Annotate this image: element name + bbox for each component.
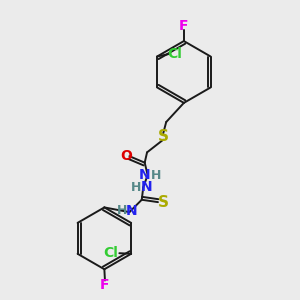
Text: H: H (117, 204, 127, 218)
Text: S: S (158, 195, 169, 210)
Text: O: O (120, 148, 132, 163)
Text: N: N (140, 180, 152, 194)
Text: N: N (126, 204, 138, 218)
Text: N: N (139, 168, 151, 182)
Text: H: H (131, 181, 141, 194)
Text: S: S (158, 129, 169, 144)
Text: Cl: Cl (167, 46, 182, 61)
Text: H: H (151, 169, 162, 182)
Text: Cl: Cl (104, 246, 119, 260)
Text: F: F (179, 19, 189, 33)
Text: F: F (100, 278, 110, 292)
